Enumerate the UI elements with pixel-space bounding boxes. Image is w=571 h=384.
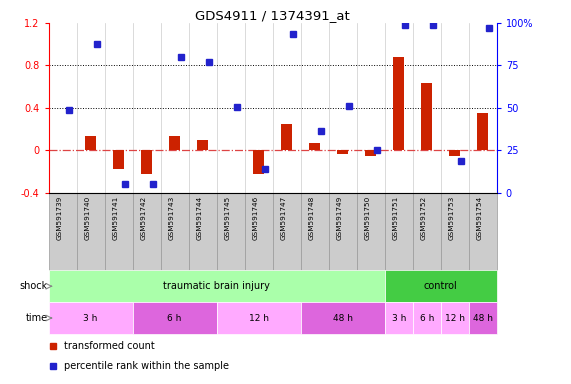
Bar [357, 193, 385, 270]
Text: 12 h: 12 h [445, 313, 465, 323]
Text: 3 h: 3 h [83, 313, 98, 323]
Text: GSM591747: GSM591747 [281, 196, 287, 240]
Text: GSM591739: GSM591739 [57, 196, 63, 240]
Bar [301, 302, 385, 334]
Bar [281, 124, 292, 150]
Bar [77, 193, 104, 270]
Bar [253, 150, 264, 174]
Bar [132, 193, 160, 270]
Title: GDS4911 / 1374391_at: GDS4911 / 1374391_at [195, 9, 350, 22]
Text: GSM591740: GSM591740 [85, 196, 91, 240]
Bar [385, 270, 497, 302]
Text: 48 h: 48 h [473, 313, 493, 323]
Bar [413, 193, 441, 270]
Bar [309, 143, 320, 150]
Bar [197, 140, 208, 150]
Text: GSM591750: GSM591750 [365, 196, 371, 240]
Text: GSM591741: GSM591741 [112, 196, 119, 240]
Text: GSM591754: GSM591754 [477, 196, 482, 240]
Bar [421, 83, 432, 150]
Text: time: time [26, 313, 48, 323]
Text: traumatic brain injury: traumatic brain injury [163, 281, 270, 291]
Text: GSM591753: GSM591753 [449, 196, 455, 240]
Bar [216, 193, 244, 270]
Text: control: control [424, 281, 457, 291]
Text: GSM591748: GSM591748 [309, 196, 315, 240]
Bar [104, 193, 132, 270]
Text: GSM591751: GSM591751 [393, 196, 399, 240]
Bar [49, 193, 77, 270]
Text: 48 h: 48 h [333, 313, 353, 323]
Bar [385, 302, 413, 334]
Bar [85, 136, 96, 150]
Bar [413, 302, 441, 334]
Bar [449, 150, 460, 156]
Text: 6 h: 6 h [420, 313, 434, 323]
Bar [141, 150, 152, 174]
Bar [188, 193, 216, 270]
Bar [244, 193, 273, 270]
Text: shock: shock [20, 281, 48, 291]
Bar [160, 193, 188, 270]
Bar [301, 193, 329, 270]
Text: 6 h: 6 h [167, 313, 182, 323]
Bar [441, 193, 469, 270]
Bar [169, 136, 180, 150]
Text: GSM591752: GSM591752 [421, 196, 427, 240]
Bar [329, 193, 357, 270]
Text: GSM591746: GSM591746 [252, 196, 259, 240]
Bar [393, 57, 404, 150]
Text: GSM591745: GSM591745 [224, 196, 231, 240]
Bar [273, 193, 301, 270]
Bar [337, 150, 348, 154]
Text: GSM591742: GSM591742 [140, 196, 147, 240]
Bar [469, 302, 497, 334]
Bar [132, 302, 216, 334]
Bar [477, 113, 488, 150]
Bar [113, 150, 124, 169]
Text: GSM591743: GSM591743 [168, 196, 175, 240]
Text: 3 h: 3 h [392, 313, 406, 323]
Bar [49, 270, 385, 302]
Text: percentile rank within the sample: percentile rank within the sample [64, 361, 229, 371]
Text: 12 h: 12 h [248, 313, 268, 323]
Bar [385, 193, 413, 270]
Bar [49, 302, 132, 334]
Bar [469, 193, 497, 270]
Text: transformed count: transformed count [64, 341, 155, 351]
Text: GSM591749: GSM591749 [337, 196, 343, 240]
Bar [365, 150, 376, 156]
Text: GSM591744: GSM591744 [196, 196, 203, 240]
Bar [216, 302, 301, 334]
Bar [441, 302, 469, 334]
